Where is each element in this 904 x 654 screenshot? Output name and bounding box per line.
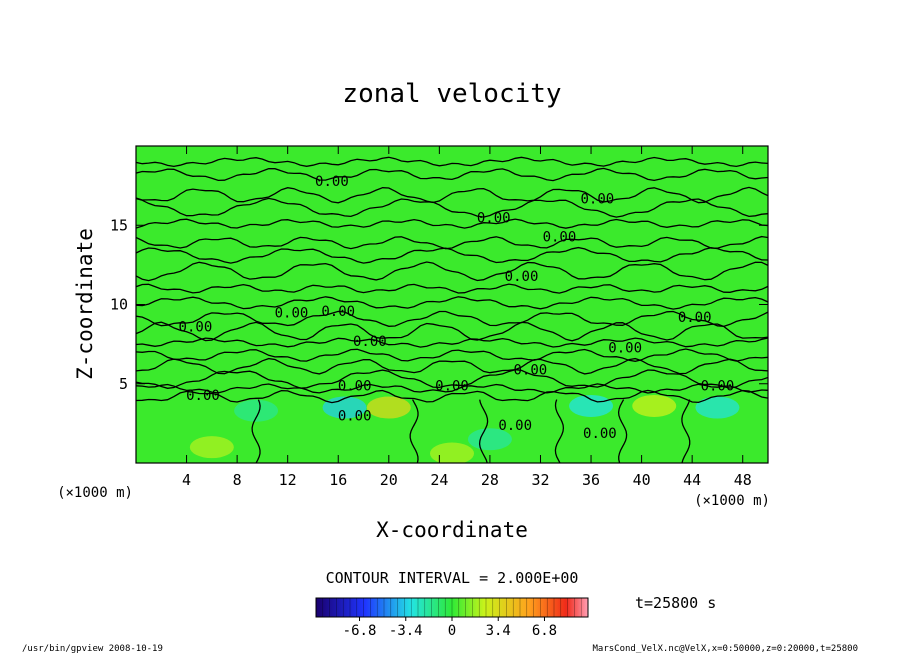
contour-line-10 [136, 310, 768, 328]
contour-label-6: 0.00 [321, 304, 355, 320]
contour-label-13: 0.00 [435, 378, 469, 394]
x-tick-label-9: 40 [633, 471, 651, 489]
contour-line-4 [136, 218, 768, 229]
time-label: t=25800 s [635, 594, 716, 612]
contour-line-6 [136, 246, 768, 264]
colorbar-tick-label-3: 3.4 [486, 623, 511, 639]
contour-label-9: 0.00 [353, 334, 387, 350]
contour-interval: CONTOUR INTERVAL = 2.000E+00 [326, 569, 579, 587]
x-tick-label-10: 44 [683, 471, 701, 489]
x-tick-label-2: 12 [279, 471, 297, 489]
contour-line-8 [136, 283, 768, 294]
colorbar-tick-label-4: 6.8 [532, 623, 557, 639]
contour-line-17 [136, 389, 768, 404]
colorbar-tick-label-2: 0 [448, 623, 456, 639]
x-axis-label: X-coordinate [376, 518, 528, 542]
contour-label-1: 0.00 [581, 191, 615, 207]
colorbar-tick-label-0: -6.8 [343, 623, 377, 639]
contour-label-17: 0.00 [498, 418, 532, 434]
contour-line-7 [136, 261, 768, 282]
x-tick-label-7: 32 [531, 471, 549, 489]
contour-line-11 [136, 321, 768, 342]
footer-right: MarsCond_VelX.nc@VelX,x=0:50000,z=0:2000… [592, 644, 858, 654]
contour-label-14: 0.00 [701, 378, 735, 394]
contour-label-4: 0.00 [505, 269, 539, 285]
contour-line-16 [136, 383, 768, 394]
warm-region-2 [632, 394, 677, 417]
colorbar-segments [322, 598, 582, 617]
contour-label-18: 0.00 [583, 426, 617, 442]
x-unit-right: (×1000 m) [694, 493, 770, 509]
contour-label-11: 0.00 [514, 362, 548, 378]
contour-label-3: 0.00 [543, 229, 577, 245]
x-tick-label-8: 36 [582, 471, 600, 489]
x-tick-label-5: 24 [430, 471, 448, 489]
cool-region-5 [569, 394, 614, 417]
y-tick-label-0: 5 [119, 375, 128, 393]
footer-left: /usr/bin/gpview 2008-10-19 [22, 644, 163, 654]
contour-lines [136, 156, 768, 463]
cell-boundary-3 [554, 399, 565, 463]
x-tick-label-1: 8 [233, 471, 242, 489]
cell-boundary-0 [251, 399, 261, 463]
colorbar-ticks: -6.8 -3.4 0 3.4 6.8 [343, 617, 557, 639]
y-tick-label-2: 15 [110, 216, 128, 234]
chart-title: zonal velocity [342, 79, 561, 109]
colorbar: -6.8 -3.4 0 3.4 6.8 [315, 597, 589, 639]
contour-label-2: 0.00 [477, 210, 511, 226]
x-unit-left: (×1000 m) [57, 485, 133, 501]
warm-region-3 [430, 442, 474, 463]
y-tick-label-1: 10 [110, 296, 128, 314]
cell-boundary-4 [617, 399, 628, 463]
contour-line-2 [136, 186, 768, 204]
contour-line-3 [136, 197, 768, 218]
cell-boundary-1 [409, 399, 419, 463]
contour-labels: 0.00 0.00 0.00 0.00 0.00 0.00 0.00 0.00 0.00 0.00… [179, 174, 735, 442]
contour-line-1 [136, 167, 768, 182]
cell-boundary-5 [681, 399, 691, 463]
contour-line-9 [136, 296, 768, 310]
contour-label-7: 0.00 [179, 320, 213, 336]
contour-label-8: 0.00 [678, 310, 712, 326]
x-tick-label-4: 20 [380, 471, 398, 489]
warm-region-0 [366, 396, 411, 419]
y-axis-ticks: 5 10 15 [110, 216, 768, 393]
contour-line-5 [136, 235, 768, 250]
contour-line-13 [136, 348, 768, 362]
y-axis-label: Z-coordinate [73, 228, 97, 380]
cool-region-7 [234, 399, 279, 422]
plot-area: 0.00 0.00 0.00 0.00 0.00 0.00 0.00 0.00 0.00 0.00… [135, 145, 769, 464]
colorbar-tick-label-1: -3.4 [389, 623, 423, 639]
x-tick-label-0: 4 [182, 471, 191, 489]
contour-line-12 [136, 337, 768, 348]
contour-label-16: 0.00 [338, 408, 372, 424]
contour-label-0: 0.00 [315, 174, 349, 190]
warm-region-1 [189, 436, 234, 459]
contour-label-15: 0.00 [186, 388, 220, 404]
cool-region-8 [467, 428, 512, 451]
x-axis-ticks: 4 8 12 16 20 24 28 32 36 40 44 48 [182, 146, 752, 489]
contour-line-14 [136, 357, 768, 375]
contour-label-12: 0.00 [338, 378, 372, 394]
contour-label-10: 0.00 [608, 340, 642, 356]
x-tick-label-6: 28 [481, 471, 499, 489]
x-tick-label-11: 48 [734, 471, 752, 489]
contour-label-5: 0.00 [275, 305, 309, 321]
x-tick-label-3: 16 [329, 471, 347, 489]
cell-boundary-2 [478, 399, 489, 463]
contour-line-0 [136, 156, 768, 168]
contour-line-15 [136, 369, 768, 389]
cool-region-6 [695, 396, 740, 419]
